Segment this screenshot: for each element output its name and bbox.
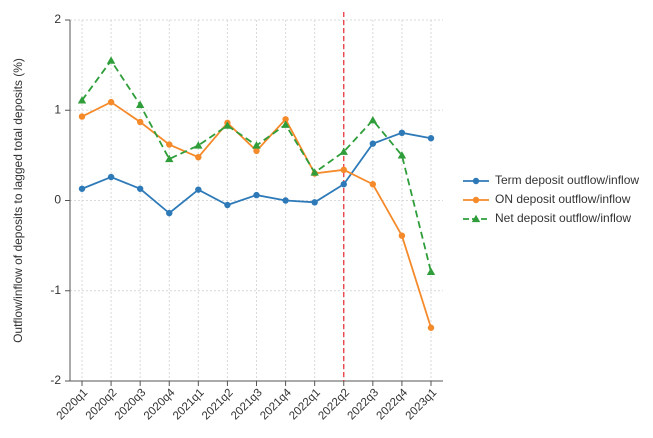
x-tick-label: 2023q1 [404, 387, 440, 423]
data-point [107, 173, 115, 181]
data-point [282, 116, 289, 123]
data-point [77, 96, 87, 104]
legend-label: ON deposit outflow/inflow [495, 192, 631, 206]
series-3 [77, 56, 436, 275]
data-point [252, 141, 261, 149]
y-tick-label: 2 [54, 12, 61, 26]
data-point [135, 100, 145, 108]
data-point [78, 113, 86, 120]
x-tick-label: 2021q2 [200, 387, 236, 423]
data-point [311, 199, 318, 206]
x-tick-label: 2021q1 [171, 387, 207, 423]
legend-label: Net deposit outflow/inflow [495, 211, 631, 225]
data-point [106, 56, 116, 64]
x-tick-label: 2020q3 [113, 387, 149, 423]
x-tick-label: 2021q4 [258, 386, 294, 422]
legend-marker [472, 177, 480, 185]
data-point [369, 181, 377, 188]
legend-label: Term deposit outflow/inflow [495, 173, 639, 187]
x-tick-label: 2022q3 [345, 387, 381, 423]
y-tick-label: 0 [54, 193, 61, 207]
data-point [195, 186, 202, 193]
series-layer [77, 56, 436, 331]
data-point [282, 197, 289, 204]
legend-item: Term deposit outflow/inflow [463, 173, 639, 187]
legend: Term deposit outflow/inflow ON deposit ou… [463, 173, 639, 225]
x-tick-label: 2022q4 [375, 386, 411, 422]
x-tick-label: 2020q4 [142, 386, 178, 422]
data-point [368, 115, 378, 124]
legend-item: Net deposit outflow/inflow [463, 211, 631, 225]
x-tick-label: 2022q2 [316, 387, 352, 423]
data-point [426, 267, 436, 275]
data-point [223, 121, 232, 129]
data-point [253, 147, 260, 155]
legend-marker [471, 214, 481, 223]
data-point [136, 185, 144, 192]
y-axis-title: Outflow/inflow of deposits to lagged tot… [11, 58, 25, 343]
data-point [253, 191, 260, 199]
data-point [427, 324, 435, 331]
data-point [78, 185, 86, 192]
grid-lines [70, 19, 443, 382]
data-point [369, 140, 377, 147]
data-point [194, 141, 203, 149]
data-point [166, 209, 173, 217]
legend-marker [472, 196, 480, 204]
y-tick-label: 1 [54, 102, 61, 116]
data-point [427, 135, 435, 142]
data-point [339, 147, 348, 155]
data-point [281, 120, 290, 128]
data-point [340, 166, 347, 174]
y-tick-label: -2 [50, 373, 61, 387]
x-tick-label: 2021q3 [229, 387, 265, 423]
data-point [224, 201, 231, 209]
x-tick-label: 2020q1 [55, 387, 91, 423]
data-point [398, 129, 406, 137]
legend-item: ON deposit outflow/inflow [463, 192, 631, 206]
x-tick-label: 2022q1 [287, 387, 323, 423]
data-point [340, 181, 347, 188]
y-axis-ticks: -2 -1 0 1 2 [50, 12, 70, 387]
x-tick-label: 2020q2 [84, 387, 120, 423]
data-point [398, 232, 406, 239]
x-axis-ticks: 2020q12020q22020q32020q42021q12021q22021… [55, 381, 440, 423]
data-point [136, 118, 144, 126]
data-point [165, 154, 174, 163]
data-point [166, 141, 173, 148]
data-point [310, 168, 319, 176]
series-1 [78, 129, 435, 217]
data-point [397, 151, 407, 159]
data-point [195, 153, 202, 161]
data-point [107, 98, 115, 106]
y-tick-label: -1 [50, 283, 61, 297]
series-2 [78, 98, 435, 331]
